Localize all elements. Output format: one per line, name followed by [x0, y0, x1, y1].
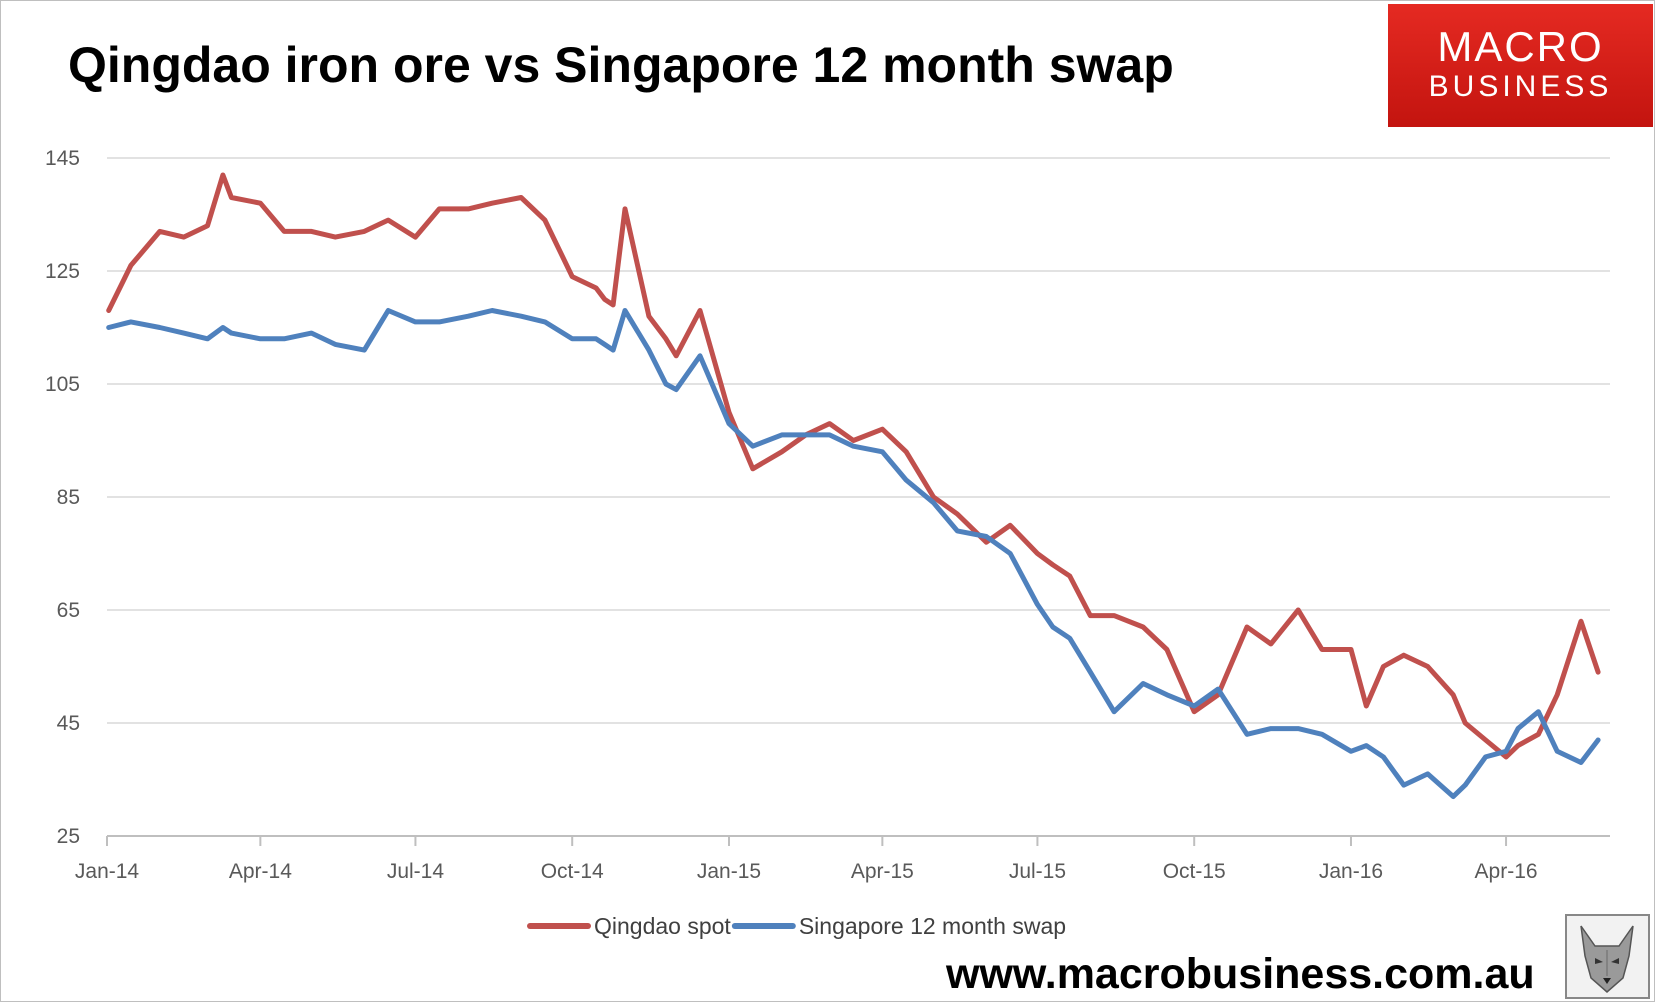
- x-tick-label: Jan-15: [697, 860, 761, 883]
- legend-label: Qingdao spot: [594, 913, 731, 939]
- x-tick-label: Apr-16: [1475, 860, 1538, 883]
- logo-line-macro: MACRO: [1437, 23, 1604, 70]
- series-lines: [106, 172, 1601, 799]
- x-tick-label: Apr-14: [229, 860, 292, 883]
- y-tick-label: 105: [45, 373, 80, 396]
- logo-line-business: BUSINESS: [1428, 70, 1613, 103]
- footer-url: www.macrobusiness.com.au: [946, 950, 1535, 998]
- x-tick-label: Apr-15: [851, 860, 914, 883]
- y-tick-label: 85: [57, 486, 80, 509]
- x-tick-label: Jul-15: [1009, 860, 1066, 883]
- x-tick-label: Oct-15: [1163, 860, 1226, 883]
- macro-business-logo: MACRO BUSINESS: [1388, 4, 1653, 127]
- series-line-qingdao-spot: [106, 172, 1601, 760]
- y-tick-label: 45: [57, 712, 80, 735]
- wolf-icon-drawing: [1580, 925, 1634, 993]
- y-tick-label: 25: [57, 825, 80, 848]
- y-tick-label: 145: [45, 147, 80, 170]
- series-line-singapore-12-month-swap: [106, 308, 1601, 799]
- x-tick-label: Jan-14: [75, 860, 140, 883]
- y-axis: 25 45 65 85 105 125 145: [45, 147, 80, 848]
- y-tick-label: 65: [57, 599, 80, 622]
- y-tick-label: 125: [45, 260, 80, 283]
- x-tick-label: Oct-14: [541, 860, 604, 883]
- legend: Qingdao spot Singapore 12 month swap: [527, 913, 1066, 939]
- x-axis: Jan-14 Apr-14 Jul-14 Oct-14 Jan-15 Apr-15 Jul-…: [75, 835, 1610, 883]
- x-tick-label: Jul-14: [387, 860, 445, 883]
- x-tick-label: Jan-16: [1319, 860, 1383, 883]
- wolf-icon: [1565, 914, 1650, 999]
- grid-lines: [107, 157, 1610, 724]
- chart-title: Qingdao iron ore vs Singapore 12 month s…: [68, 37, 1174, 93]
- legend-label: Singapore 12 month swap: [799, 913, 1066, 939]
